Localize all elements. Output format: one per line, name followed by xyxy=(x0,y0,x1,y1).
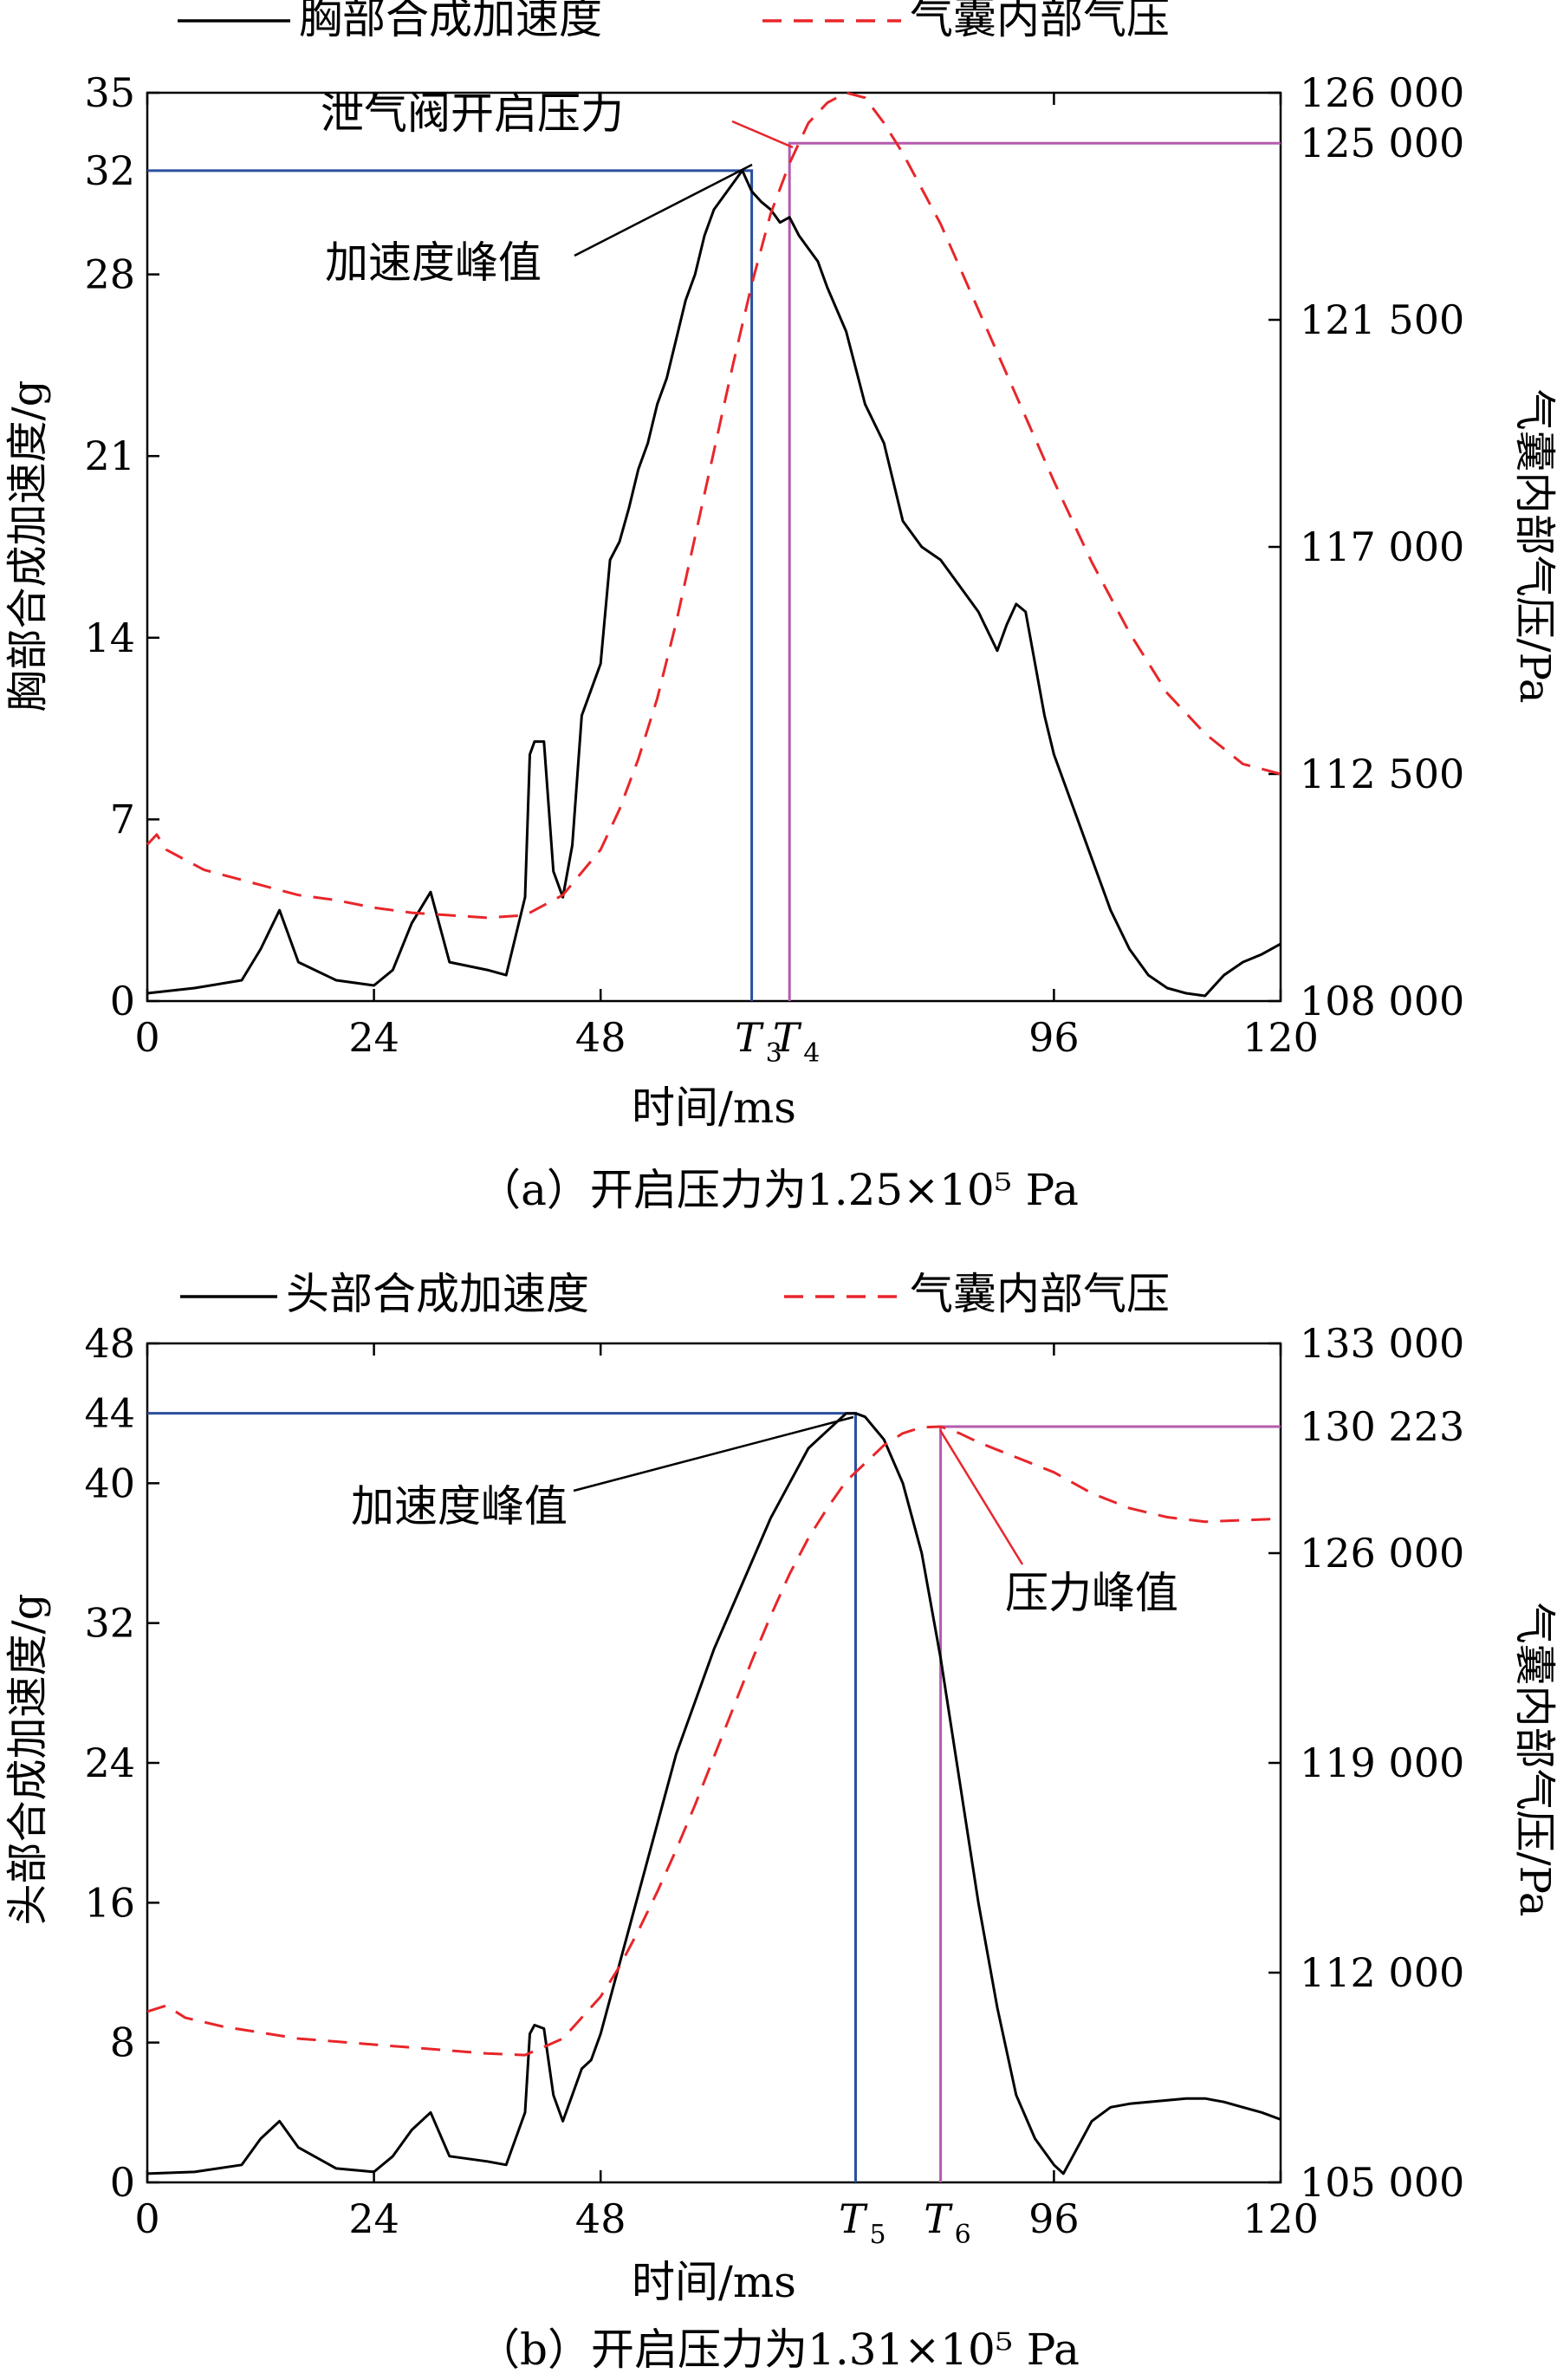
y-right-tick-label: 121 500 xyxy=(1300,296,1464,343)
legend-label: 气囊内部气压 xyxy=(910,0,1170,43)
y-left-tick-label: 16 xyxy=(84,1879,135,1926)
y-right-tick-label: 112 000 xyxy=(1300,1949,1464,1996)
y-left-tick-label: 48 xyxy=(84,1320,135,1367)
annotation-leader-line xyxy=(574,163,753,257)
T-first-label: T xyxy=(735,1014,764,1061)
y-right-tick-label: 105 000 xyxy=(1300,2159,1464,2206)
reference-value-right-label: 130 223 xyxy=(1300,1403,1464,1450)
x-tick-label: 24 xyxy=(348,2195,399,2242)
T-second-subscript: 4 xyxy=(803,1038,820,1069)
y-right-tick-label: 126 000 xyxy=(1300,69,1464,116)
T-second-subscript: 6 xyxy=(955,2220,971,2250)
x-axis-label: 时间/ms xyxy=(632,1083,796,1133)
y-left-tick-label: 21 xyxy=(84,432,135,479)
y-left-tick-label: 8 xyxy=(110,2019,135,2066)
x-tick-label: 48 xyxy=(575,2195,626,2242)
T-first-subscript: 3 xyxy=(766,1038,782,1069)
y-left-tick-label: 40 xyxy=(84,1460,135,1506)
y-right-axis-label: 气囊内部气压/Pa xyxy=(1510,389,1557,704)
T-first-label: T xyxy=(839,2195,868,2242)
y-right-tick-label: 112 500 xyxy=(1300,751,1464,797)
reference-line-acceleration-peak xyxy=(147,169,754,1001)
T-first-subscript: 5 xyxy=(870,2220,886,2250)
reference-line-pressure xyxy=(788,141,1281,1001)
reference-value-left-label: 32 xyxy=(84,147,135,194)
series-line-pressure xyxy=(146,1425,1281,2057)
y-left-tick-label: 7 xyxy=(110,796,135,842)
annotation-leader-line xyxy=(573,1415,854,1492)
y-right-axis-label: 气囊内部气压/Pa xyxy=(1510,1603,1557,1917)
annotation-label: 加速度峰值 xyxy=(325,237,542,288)
y-left-tick-label: 32 xyxy=(84,1600,135,1647)
y-left-tick-label: 24 xyxy=(84,1739,135,1786)
y-right-tick-label: 133 000 xyxy=(1300,1320,1464,1367)
legend-label: 气囊内部气压 xyxy=(910,1269,1170,1319)
x-axis-label: 时间/ms xyxy=(632,2257,796,2307)
y-left-axis-label: 胸部合成加速度/g xyxy=(3,380,52,712)
chart-panel-a: 0 24 48 96 120 0 7 14 21 28 35 108 000 112 500 117 00… xyxy=(3,0,1557,1215)
reference-value-left-label: 44 xyxy=(84,1390,135,1437)
series-line-acceleration xyxy=(146,1412,1281,2175)
reference-value-right-label: 125 000 xyxy=(1300,120,1464,166)
legend-label: 头部合成加速度 xyxy=(286,1269,589,1319)
panel-caption: （b）开启压力为1.31×10⁵ Pa xyxy=(477,2325,1080,2375)
series-line-acceleration xyxy=(146,169,1281,998)
T-second-label: T xyxy=(773,1014,802,1061)
annotation-leader-line xyxy=(938,1429,1024,1565)
annotation-label: 加速度峰值 xyxy=(351,1481,568,1531)
plot-frame xyxy=(146,91,1282,1003)
y-left-tick-label: 0 xyxy=(110,2159,135,2206)
y-left-tick-label: 35 xyxy=(84,69,135,116)
legend-label: 胸部合成加速度 xyxy=(299,0,602,43)
y-left-tick-label: 28 xyxy=(84,251,135,298)
x-tick-label: 96 xyxy=(1028,1014,1080,1061)
annotation-label: 泄气阀开启压力 xyxy=(321,88,624,139)
series-line-pressure xyxy=(146,91,1281,920)
x-tick-label: 0 xyxy=(134,1014,159,1061)
x-tick-label: 0 xyxy=(134,2195,159,2242)
x-tick-label: 120 xyxy=(1242,1014,1319,1061)
annotation-label: 压力峰值 xyxy=(1005,1568,1178,1618)
annotation-leader-line xyxy=(731,120,794,149)
chart-panel-b: 0 24 48 96 120 0 8 16 24 32 40 48 105 000 112 000 119 … xyxy=(3,1269,1557,2375)
y-left-tick-label: 0 xyxy=(110,978,135,1024)
panel-caption: （a）开启压力为1.25×10⁵ Pa xyxy=(477,1165,1079,1215)
y-right-tick-label: 108 000 xyxy=(1300,978,1464,1024)
plot-frame xyxy=(146,1342,1282,2184)
y-right-tick-label: 126 000 xyxy=(1300,1530,1464,1577)
y-right-tick-label: 117 000 xyxy=(1300,523,1464,570)
reference-line-pressure xyxy=(939,1425,1281,2182)
y-right-tick-label: 119 000 xyxy=(1300,1739,1464,1786)
T-second-label: T xyxy=(924,2195,953,2242)
x-tick-label: 24 xyxy=(348,1014,399,1061)
y-left-tick-label: 14 xyxy=(84,615,135,661)
x-tick-label: 48 xyxy=(575,1014,626,1061)
x-tick-label: 96 xyxy=(1028,2195,1080,2242)
x-tick-label: 120 xyxy=(1242,2195,1319,2242)
y-left-axis-label: 头部合成加速度/g xyxy=(3,1594,52,1926)
